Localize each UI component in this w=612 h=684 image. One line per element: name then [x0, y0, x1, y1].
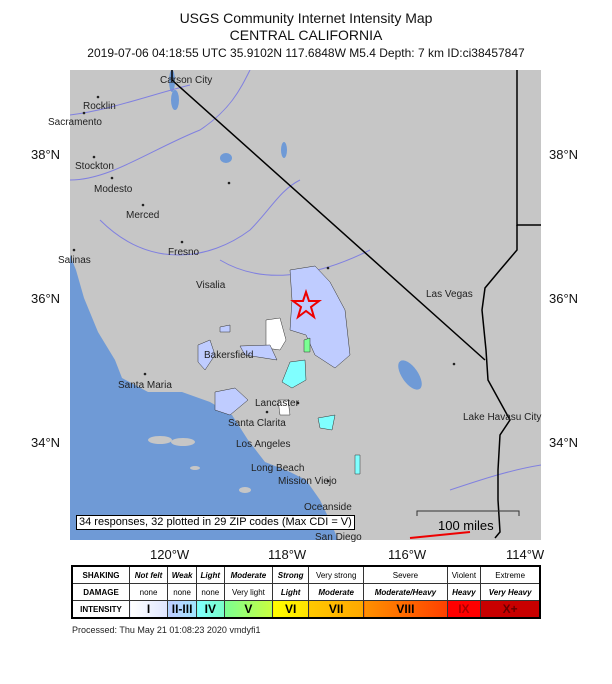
legend-cell: Not felt	[128, 565, 169, 584]
intensity-cell: IX	[446, 600, 482, 619]
city-label: Mission Viejo	[278, 476, 337, 487]
legend-cell: Very Heavy	[480, 583, 541, 601]
intensity-legend: SHAKING Not felt Weak Light Moderate Str…	[71, 565, 541, 619]
city-label: Stockton	[75, 161, 114, 172]
map-area[interactable]: Carson City Rocklin Sacramento Stockton …	[48, 69, 542, 543]
lon-label: 120°W	[150, 547, 190, 562]
city-label: Sacramento	[48, 117, 102, 128]
ocean	[70, 255, 338, 540]
legend-cell: Very light	[223, 583, 274, 601]
legend-cell: Extreme	[480, 565, 541, 584]
lat-label-right: 38°N	[549, 147, 579, 162]
legend-cell: Violent	[446, 565, 482, 584]
scale-bar	[416, 510, 520, 516]
city-label: San Diego	[315, 532, 362, 543]
intensity-cell: I	[128, 600, 169, 619]
processed-timestamp: Processed: Thu May 21 01:08:23 2020 vmdy…	[72, 625, 261, 635]
city-label: Oceanside	[304, 502, 352, 513]
legend-cell: Very strong	[308, 565, 365, 584]
city-label: Carson City	[160, 75, 213, 86]
legend-cell: none	[196, 583, 225, 601]
city-label: Lake Havasu City	[463, 412, 542, 423]
legend-cell: Strong	[272, 565, 310, 584]
legend-cell: Weak	[167, 565, 198, 584]
intensity-cell: VI	[272, 600, 310, 619]
legend-cell: none	[128, 583, 169, 601]
lat-label-left: 34°N	[31, 435, 61, 450]
lon-label: 116°W	[388, 547, 427, 562]
row-label: DAMAGE	[71, 583, 130, 601]
channel-islands	[148, 436, 251, 493]
lat-label-left: 38°N	[31, 147, 61, 162]
map-title: USGS Community Internet Intensity Map	[179, 10, 433, 26]
legend-cell: Severe	[363, 565, 448, 584]
intensity-cell: V	[223, 600, 274, 619]
city-label: Los Angeles	[236, 439, 291, 450]
legend-cell: Heavy	[446, 583, 482, 601]
intensity-cell: II-III	[167, 600, 198, 619]
intensity-cell: VIII	[363, 600, 448, 619]
city-label: Santa Clarita	[228, 418, 286, 429]
event-details: 2019-07-06 04:18:55 UTC 35.9102N 117.684…	[87, 46, 525, 60]
intensity-cell: IV	[196, 600, 225, 619]
city-label: Lancaster	[255, 398, 299, 409]
lat-label-left: 36°N	[31, 291, 61, 306]
legend-row-shaking: SHAKING Not felt Weak Light Moderate Str…	[71, 565, 541, 584]
lon-label: 114°W	[506, 547, 545, 562]
intensity-cell: VII	[308, 600, 365, 619]
scale-label: 100 miles	[438, 518, 494, 533]
intensity-cell: X+	[480, 600, 541, 619]
legend-cell: Moderate	[308, 583, 365, 601]
city-label: Bakersfield	[204, 350, 254, 361]
region-name: CENTRAL CALIFORNIA	[229, 27, 383, 43]
legend-cell: Moderate	[223, 565, 274, 584]
responses-summary: 34 responses, 32 plotted in 29 ZIP codes…	[76, 515, 355, 530]
city-label: Long Beach	[251, 463, 305, 474]
city-dots	[72, 95, 456, 483]
row-label: SHAKING	[71, 565, 130, 584]
city-label: Salinas	[58, 255, 91, 266]
city-label: Visalia	[196, 280, 226, 291]
legend-cell: none	[167, 583, 198, 601]
legend-row-damage: DAMAGE none none none Very light Light M…	[71, 583, 541, 601]
map-canvas	[69, 69, 542, 540]
city-label: Rocklin	[83, 101, 116, 112]
legend-cell: Light	[196, 565, 225, 584]
epicenter-star-icon	[290, 288, 322, 320]
lat-label-right: 36°N	[549, 291, 579, 306]
city-label: Fresno	[168, 247, 200, 258]
lon-label: 118°W	[268, 547, 307, 562]
cdi-zip-areas	[197, 265, 361, 475]
legend-row-intensity: INTENSITY I II-III IV V VI VII VIII IX X…	[71, 600, 541, 619]
lat-label-right: 34°N	[549, 435, 579, 450]
mexico-border	[409, 531, 471, 539]
row-label: INTENSITY	[71, 600, 130, 619]
city-label: Merced	[126, 210, 160, 221]
islands-water	[169, 70, 422, 390]
legend-cell: Moderate/Heavy	[363, 583, 448, 601]
city-label: Las Vegas	[426, 289, 473, 300]
legend-cell: Light	[272, 583, 310, 601]
city-label: Santa Maria	[118, 380, 172, 391]
state-borders	[171, 70, 541, 539]
city-label: Modesto	[94, 184, 133, 195]
